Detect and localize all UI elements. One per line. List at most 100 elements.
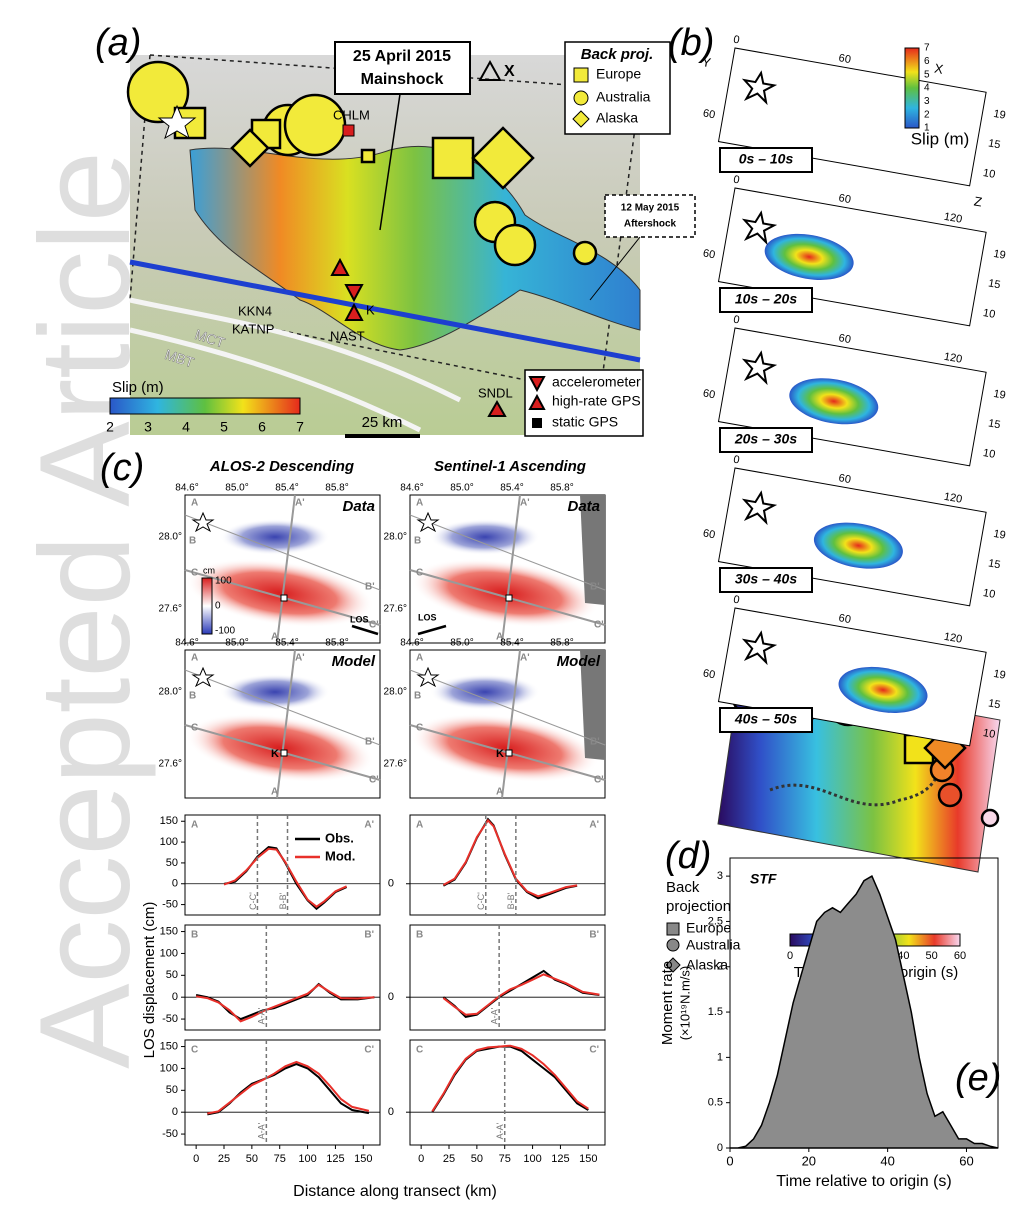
slip-patch: [189, 146, 641, 351]
label: STF: [750, 871, 777, 887]
panel-label: (d): [665, 835, 711, 877]
tick-label: 10: [982, 587, 996, 601]
plot-frame: [409, 814, 606, 916]
tick-label: 60: [702, 667, 716, 681]
tick-label: 1: [924, 123, 930, 134]
tick-label: 10: [982, 447, 996, 461]
star: [741, 630, 778, 666]
x-tick-label: 50: [246, 1153, 258, 1165]
tick-label: 84.6°: [175, 638, 198, 649]
label: 25 April 2015: [353, 48, 451, 65]
label: Europe: [596, 66, 641, 82]
profile-end: B: [414, 536, 421, 547]
corner-label: C: [416, 1045, 423, 1056]
y-tick-label: 1: [717, 1051, 723, 1063]
label: Distance along transect (km): [293, 1183, 497, 1200]
tick-label: 10: [982, 307, 996, 321]
tick-label: 0: [732, 454, 740, 467]
profile-aa: [276, 649, 296, 799]
slip-colorbar: [109, 397, 301, 415]
star: [741, 70, 778, 106]
no-data: [580, 495, 605, 605]
tick-label: 7: [296, 419, 304, 435]
tick-label: 0: [787, 950, 793, 962]
ref-label: A-A': [257, 1122, 267, 1139]
y-tick-label: 0: [172, 878, 178, 890]
tick-label: 0: [732, 314, 740, 327]
label: Aftershock: [624, 219, 677, 230]
tick-label: 15: [987, 697, 1001, 711]
x-tick-label: 150: [354, 1153, 372, 1165]
tick-label: 0: [732, 174, 740, 187]
mbt-line: [129, 327, 422, 433]
tick-label: 27.6°: [384, 759, 407, 770]
y-tick-label: 50: [166, 857, 178, 869]
tick-label: 28.0°: [384, 532, 407, 543]
label: Mainshock: [361, 71, 444, 88]
profile-bb: [184, 514, 381, 591]
hr-gps: [330, 257, 350, 276]
contour: [769, 748, 961, 807]
tick-label: 60: [702, 387, 716, 401]
stf-area: [730, 875, 999, 1149]
tick-label: 60: [838, 192, 852, 206]
label: NAST: [330, 328, 365, 343]
star: [741, 350, 778, 386]
profile-end: A': [295, 498, 305, 509]
tick-label: 60: [838, 332, 852, 346]
label: Slip (m): [911, 129, 970, 148]
bp-circle: [937, 782, 963, 808]
label: cm: [203, 565, 215, 575]
plot-frame: [184, 924, 381, 1031]
corner-label: C': [364, 1045, 374, 1056]
plot-frame: [409, 1039, 606, 1146]
x-tick-label: 60: [959, 1153, 973, 1168]
x-tick-label: 20: [802, 1153, 816, 1168]
y-tick-label: 2.5: [708, 915, 723, 927]
tick-label: 19: [992, 388, 1006, 402]
y-tick-label: 2: [717, 961, 723, 973]
mft: [129, 259, 641, 363]
tick-label: 19: [992, 668, 1006, 682]
profile-end: A: [271, 632, 278, 643]
tick-label: 60: [702, 247, 716, 261]
window-label: 10s – 20s: [735, 291, 797, 307]
y-tick-label: 150: [160, 925, 178, 937]
label: Australia: [596, 89, 651, 105]
tick-label: 28.0°: [159, 532, 182, 543]
bp-square: [360, 148, 376, 164]
slip-patch: [764, 233, 854, 280]
subsidence: [430, 519, 540, 555]
slip-patch: [813, 522, 903, 569]
corner-label: C: [191, 1045, 198, 1056]
y-tick-label: 0: [388, 991, 394, 1003]
label: Europe: [686, 920, 731, 936]
y-tick-label: 0: [172, 991, 178, 1003]
profile-bb: [409, 669, 606, 746]
panel-a: [109, 41, 696, 438]
y-tick-label: 0: [172, 1106, 178, 1118]
accelerometer: [344, 284, 364, 303]
label: SNDL: [478, 385, 513, 400]
x-tick-label: 0: [193, 1153, 199, 1165]
label: X: [504, 63, 515, 80]
tick-label: 6: [258, 419, 266, 435]
no-data: [580, 650, 605, 760]
los-arrow: [351, 624, 379, 636]
legend-square: [666, 922, 680, 936]
label: KATNP: [232, 321, 274, 336]
slip-colorbar: [904, 47, 920, 129]
x-tick-label: 100: [298, 1153, 316, 1165]
tick-label: 85.8°: [325, 483, 348, 494]
tick-label: 19: [992, 108, 1006, 122]
label: KKN4: [238, 303, 272, 318]
subsidence: [430, 674, 540, 710]
tick-label: 85.4°: [500, 483, 523, 494]
label: Back proj.: [581, 46, 654, 63]
tick-label: 3: [144, 419, 152, 435]
fault-box: [129, 54, 641, 396]
x-tick-label: 25: [443, 1153, 455, 1165]
y-tick-label: 0: [717, 1142, 723, 1154]
label: X: [933, 61, 944, 77]
tick-label: 120: [943, 211, 963, 226]
